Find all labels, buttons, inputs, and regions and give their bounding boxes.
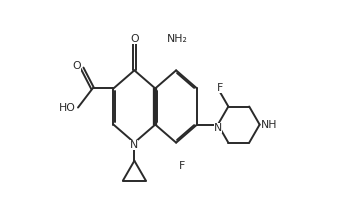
Text: N: N xyxy=(214,123,222,133)
Text: O: O xyxy=(130,34,139,44)
Text: F: F xyxy=(179,161,185,171)
Text: HO: HO xyxy=(59,103,76,112)
Text: N: N xyxy=(130,140,138,150)
Text: O: O xyxy=(72,61,81,71)
Text: NH₂: NH₂ xyxy=(167,34,188,44)
Text: F: F xyxy=(217,83,224,94)
Text: NH: NH xyxy=(261,120,277,130)
